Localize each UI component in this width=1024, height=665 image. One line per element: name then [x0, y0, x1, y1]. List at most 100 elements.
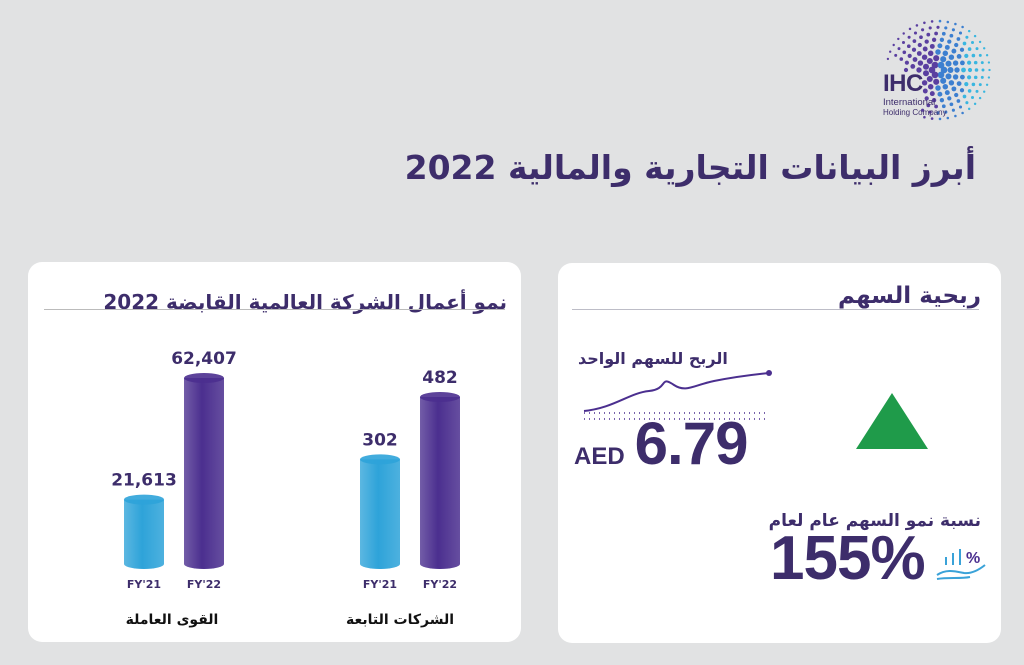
logo-dot	[924, 96, 929, 101]
up-triangle-icon	[856, 393, 928, 449]
logo-dot	[917, 60, 924, 66]
logo-dot	[931, 61, 939, 69]
business-growth-card: نمو أعمال الشركة العالمية القابضة 2022 2…	[28, 262, 521, 642]
logo-dot	[964, 53, 969, 59]
logo-dot	[926, 103, 931, 108]
logo-dot	[933, 55, 940, 62]
logo-dot	[948, 54, 955, 60]
logo-dot	[960, 74, 965, 80]
logo-dot	[962, 41, 967, 46]
logo-dot	[912, 57, 918, 62]
bar-category-label: FY'22	[423, 578, 457, 591]
logo-dot	[928, 26, 932, 30]
share-profitability-title: ربحية السهم	[838, 283, 981, 309]
logo-dot	[965, 101, 969, 105]
bar-1-1	[420, 397, 460, 569]
logo-dot	[922, 63, 930, 70]
logo-dot	[892, 43, 895, 47]
logo-dot	[923, 115, 926, 119]
logo-dot	[911, 47, 917, 52]
logo-dot	[940, 77, 947, 84]
logo-dot	[956, 37, 961, 41]
brand-logo-text: IHC International Holding Company	[883, 72, 947, 117]
logo-dot	[908, 27, 912, 31]
logo-dot	[967, 75, 972, 80]
logo-dot	[907, 53, 912, 59]
logo-dot	[938, 19, 942, 23]
bar-category-label: FY'21	[363, 578, 397, 591]
logo-dot	[961, 25, 964, 29]
logo-dot	[897, 37, 900, 41]
logo-dot	[937, 61, 945, 69]
hand-growth-icon: %	[936, 549, 986, 580]
sparkline-icon	[583, 370, 772, 420]
brand-subtitle-line1: International	[883, 97, 936, 108]
logo-dot	[894, 53, 898, 57]
logo-dot	[947, 96, 952, 101]
logo-dot	[945, 60, 952, 67]
logo-dot	[959, 47, 965, 52]
logo-dot	[975, 47, 979, 51]
logo-dot	[951, 86, 957, 92]
logo-dot	[980, 61, 984, 65]
logo-dot	[927, 83, 934, 90]
eps-value-row: AED 6.79	[574, 409, 748, 478]
bar-value-label: 62,407	[171, 349, 237, 369]
logo-dot	[916, 51, 922, 56]
logo-dot	[956, 81, 962, 87]
logo-dot	[942, 83, 949, 90]
logo-dot	[928, 66, 936, 74]
bar-value-label: 302	[362, 430, 398, 450]
logo-dot	[954, 67, 960, 73]
logo-dot	[967, 67, 973, 73]
logo-dot	[902, 32, 905, 35]
logo-dot	[954, 114, 957, 118]
logo-dot	[940, 66, 948, 74]
logo-dot	[958, 105, 963, 109]
logo-dot	[935, 49, 941, 55]
svg-text:%: %	[966, 550, 980, 567]
logo-dot	[939, 37, 945, 42]
logo-dot	[978, 96, 982, 100]
bar-category-label: FY'22	[187, 578, 221, 591]
logo-dot	[906, 44, 911, 49]
logo-dot	[947, 66, 954, 74]
logo-dot	[922, 46, 928, 52]
logo-dot	[978, 53, 982, 57]
logo-dot	[946, 20, 950, 24]
bar-0-1	[184, 378, 224, 569]
logo-dot	[961, 111, 964, 115]
logo-dot	[937, 91, 943, 97]
logo-dot	[937, 71, 945, 79]
logo-dot	[974, 68, 979, 72]
logo-dot	[922, 88, 928, 94]
logo-dot	[947, 39, 952, 44]
bar-value-label: 21,613	[111, 471, 177, 491]
logo-dot	[936, 111, 940, 115]
logo-dot	[897, 47, 901, 51]
eps-label: الربح للسهم الواحد	[578, 349, 728, 368]
logo-dot	[937, 43, 943, 49]
logo-dot	[907, 35, 911, 39]
logo-dot	[961, 67, 966, 73]
chart-title-divider	[44, 309, 505, 310]
brand-name: IHC	[883, 70, 923, 97]
bar-cap-0-0	[124, 494, 164, 505]
logo-dot	[987, 76, 991, 79]
logo-dot	[916, 67, 922, 73]
logo-dot	[959, 88, 965, 93]
logo-dot	[954, 22, 957, 26]
logo-dot	[958, 31, 963, 35]
share-profitability-card: ربحية السهم الربح للسهم الواحد AED 6.79 ن…	[558, 263, 1001, 643]
logo-dot	[971, 53, 976, 58]
logo-dot	[921, 54, 928, 60]
bar-1-0	[360, 459, 400, 569]
logo-dot	[952, 60, 959, 66]
growth-label: نسبة نمو السهم عام لعام	[768, 511, 981, 531]
logo-dot	[951, 108, 955, 112]
logo-dot	[921, 108, 925, 112]
growth-value: 155%	[770, 524, 926, 593]
group-label: الشركات التابعة	[346, 612, 454, 628]
logo-dot	[949, 33, 954, 38]
logo-dot	[933, 78, 940, 85]
